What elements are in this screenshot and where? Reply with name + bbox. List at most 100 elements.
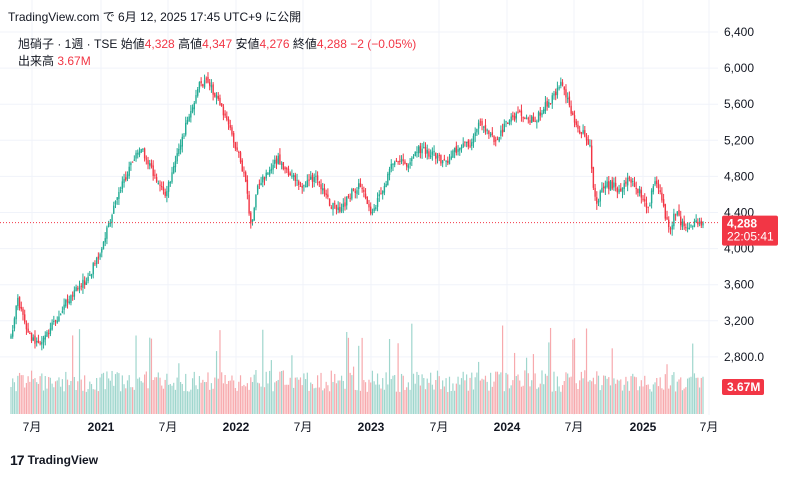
candle-body bbox=[429, 155, 432, 158]
volume-bar bbox=[155, 377, 158, 414]
candle-body bbox=[500, 130, 502, 136]
volume-bar bbox=[214, 377, 216, 414]
y-tick-label: 3,600 bbox=[724, 278, 754, 292]
candle-body bbox=[491, 132, 494, 135]
volume-bar bbox=[390, 379, 392, 414]
symbol-label[interactable]: 旭硝子 · 1週 · TSE bbox=[18, 37, 118, 51]
volume-bar bbox=[82, 390, 84, 414]
volume-bar bbox=[294, 377, 296, 414]
volume-bar bbox=[72, 335, 74, 414]
volume-bar bbox=[609, 385, 612, 414]
candle-body bbox=[248, 194, 250, 214]
candle-body bbox=[342, 203, 344, 208]
volume-bar bbox=[416, 371, 418, 414]
candle-body bbox=[89, 274, 91, 276]
candle-body bbox=[649, 204, 651, 207]
candle-body bbox=[59, 314, 62, 316]
candle-body bbox=[17, 297, 19, 307]
candle-body bbox=[203, 80, 206, 88]
candle-body bbox=[260, 182, 262, 186]
candle-body bbox=[688, 227, 690, 230]
volume-bar bbox=[575, 383, 577, 414]
volume-bar bbox=[339, 380, 341, 414]
volume-bar bbox=[193, 371, 195, 414]
volume-bar bbox=[41, 373, 43, 414]
change-value: −2 (−0.05%) bbox=[350, 37, 417, 51]
volume-bar bbox=[299, 377, 302, 414]
candle-body bbox=[453, 147, 456, 152]
volume-bar bbox=[322, 390, 324, 414]
volume-bar bbox=[97, 391, 99, 414]
volume-bar bbox=[484, 375, 487, 414]
candle-body bbox=[464, 141, 466, 143]
candle-body bbox=[322, 188, 324, 191]
candle-body bbox=[608, 181, 610, 190]
candle-body bbox=[498, 137, 500, 142]
volume-bar bbox=[681, 390, 684, 414]
candle-body bbox=[30, 332, 33, 342]
candle-body bbox=[481, 121, 483, 126]
candle-body bbox=[375, 207, 377, 210]
candle-body bbox=[224, 113, 226, 116]
candlesticks bbox=[10, 72, 704, 351]
candle-body bbox=[659, 190, 661, 193]
candle-body bbox=[205, 78, 207, 80]
volume-bar bbox=[430, 372, 432, 414]
volume-bar bbox=[171, 385, 173, 414]
volume-bar bbox=[686, 378, 689, 414]
volume-bar bbox=[152, 380, 154, 414]
candle-body bbox=[402, 159, 404, 161]
candle-body bbox=[318, 181, 321, 183]
volume-bar bbox=[630, 376, 632, 414]
volume-bar bbox=[359, 390, 362, 414]
candle-body bbox=[363, 189, 365, 193]
volume-bar bbox=[328, 391, 331, 414]
y-tick-label: 2,800.0 bbox=[724, 350, 764, 364]
candle-body bbox=[82, 279, 84, 288]
volume-bar bbox=[123, 384, 125, 414]
candle-body bbox=[229, 125, 231, 128]
candle-body bbox=[662, 199, 665, 206]
candle-body bbox=[258, 183, 261, 186]
volume-bar bbox=[407, 382, 409, 414]
candle-body bbox=[143, 148, 146, 159]
volume-bar bbox=[342, 380, 344, 414]
volume-tag: 3.67M bbox=[722, 379, 764, 395]
candle-body bbox=[690, 225, 692, 227]
volume-bar bbox=[676, 381, 678, 414]
candle-body bbox=[546, 100, 548, 107]
volume-bar bbox=[164, 379, 166, 414]
candle-body bbox=[621, 187, 624, 193]
volume-bar bbox=[166, 373, 168, 414]
candle-body bbox=[507, 123, 509, 125]
candle-body bbox=[459, 148, 461, 151]
candle-body bbox=[539, 112, 541, 116]
candle-body bbox=[513, 116, 516, 120]
volume-bar bbox=[49, 377, 51, 414]
candle-body bbox=[256, 185, 259, 194]
candle-body bbox=[46, 331, 48, 337]
candle-body bbox=[515, 113, 517, 119]
volume-bar bbox=[618, 380, 620, 414]
footer-brand[interactable]: 17 TradingView bbox=[10, 452, 98, 468]
brand-name: TradingView bbox=[27, 453, 99, 467]
candle-body bbox=[578, 130, 581, 133]
volume-bar bbox=[186, 391, 189, 414]
volume-bar bbox=[603, 375, 605, 414]
volume-bar bbox=[467, 390, 469, 414]
candle-body bbox=[250, 212, 252, 224]
candle-body bbox=[544, 102, 547, 112]
volume-bar bbox=[688, 377, 690, 414]
volume-bar bbox=[513, 352, 516, 414]
volume-bar bbox=[63, 391, 65, 414]
candle-body bbox=[56, 320, 58, 323]
candle-body bbox=[510, 116, 512, 122]
volume-bar bbox=[668, 388, 670, 414]
volume-bar bbox=[200, 382, 202, 414]
candle-body bbox=[620, 188, 622, 191]
volume-bar bbox=[364, 382, 367, 414]
volume-bar bbox=[15, 391, 17, 414]
candle-body bbox=[630, 179, 632, 183]
volume-bar bbox=[443, 386, 445, 414]
